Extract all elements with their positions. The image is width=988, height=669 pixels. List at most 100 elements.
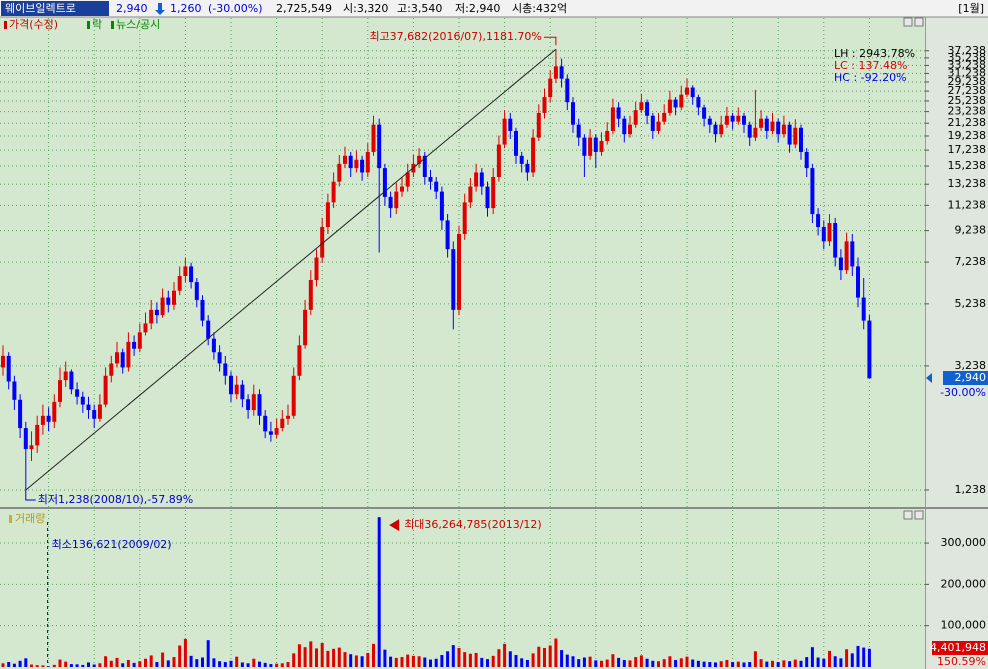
candle-body (724, 115, 729, 125)
candle-body (696, 97, 701, 108)
candle-body (508, 118, 513, 131)
volume-bar (212, 658, 216, 667)
candle-body (400, 186, 404, 192)
stock-name[interactable]: 웨이브일렉트로 (5, 1, 76, 15)
volume-bar (423, 657, 427, 667)
candle-body (246, 399, 251, 411)
candle-body (223, 363, 228, 376)
volume-bar (793, 659, 797, 667)
volume-bar (235, 656, 239, 667)
volume-bar (588, 656, 592, 667)
candle-body (35, 424, 40, 446)
volume-bar (218, 661, 222, 667)
period-button[interactable]: [1월] (958, 2, 984, 15)
legend-news[interactable]: 뉴스/공시 (116, 18, 160, 31)
volume-bar (1, 663, 5, 667)
panel-button[interactable] (903, 510, 913, 520)
current-price: 2,940 (116, 2, 148, 15)
min-volume-annotation: 최소136,621(2009/02) (52, 538, 172, 551)
header-bar (0, 0, 988, 17)
y-tick-label: 3,238 (955, 359, 987, 372)
volume-bar (229, 660, 233, 667)
candle-body (496, 144, 501, 177)
candle-body (417, 155, 422, 164)
volume-bar (531, 653, 535, 667)
volume-bar (759, 659, 763, 667)
y-tick-label: 29,238 (948, 75, 987, 88)
panel-button[interactable] (914, 510, 924, 520)
candle-body (405, 172, 410, 187)
volume-bar (571, 656, 575, 667)
volume-bar (377, 517, 381, 667)
candle-body (6, 355, 11, 382)
volume-bar (195, 659, 199, 667)
volume-bar (657, 661, 660, 667)
candle-body (377, 124, 382, 169)
volume-bar (343, 652, 347, 667)
candle-body (844, 241, 849, 271)
candle-body (662, 112, 667, 122)
volume-title[interactable]: 거래량 (15, 512, 45, 525)
candle-body (713, 124, 718, 135)
candle-body (742, 115, 746, 125)
volume-bar (121, 663, 125, 667)
volume-bar (605, 659, 609, 667)
candle-body (382, 168, 387, 197)
volume-bar (611, 654, 615, 667)
volume-bar (776, 662, 780, 667)
volume-bar (315, 648, 318, 667)
candle-body (217, 352, 222, 364)
volume-bar (411, 655, 415, 667)
y-tick-label: 100,000 (941, 619, 987, 632)
volume-bar (810, 647, 814, 667)
volume-bar (582, 657, 586, 667)
legend-ex-rights[interactable]: 락 (92, 18, 102, 31)
volume-bar (867, 648, 871, 667)
candle-body (702, 107, 707, 119)
volume-bar (674, 659, 678, 667)
candle-body (856, 266, 860, 298)
volume-bar (856, 645, 860, 667)
volume-bar (822, 658, 826, 667)
panel-button[interactable] (914, 17, 924, 27)
stock-name-box[interactable] (1, 1, 109, 16)
legend-price[interactable]: 가격(수정) (9, 18, 58, 31)
y-tick-label: 33,238 (948, 58, 987, 71)
volume-bar (354, 655, 358, 667)
candle-body (211, 338, 216, 353)
volume-bar (719, 661, 723, 667)
candle-body (599, 141, 604, 152)
volume-bar (64, 661, 68, 667)
volume-bar (742, 662, 746, 667)
candle-body (582, 137, 587, 156)
volume-bar (240, 662, 244, 667)
change-percent: (-30.00%) (208, 2, 263, 15)
candle-body (103, 375, 108, 405)
volume-bar (622, 659, 626, 667)
candle-body (753, 127, 758, 138)
panel-button[interactable] (903, 17, 913, 27)
last-price-box (943, 371, 988, 385)
volume-bar (24, 658, 28, 667)
last-volume-label: 4,401,948 (930, 641, 986, 654)
candle-body (605, 130, 610, 142)
candle-body (325, 202, 330, 228)
candle-body (542, 97, 547, 113)
volume-bar (47, 666, 51, 667)
volume-bar (389, 656, 393, 667)
volume-bar (600, 660, 603, 667)
low-pointer (25, 489, 36, 501)
candle-body (257, 394, 262, 416)
volume-bar (731, 662, 735, 667)
volume-bar (206, 640, 210, 667)
candle-body (588, 137, 593, 156)
candle-body (1, 355, 5, 368)
volume-bar (497, 649, 501, 667)
candle-body (536, 112, 541, 138)
volume-bar (839, 658, 843, 667)
candle-body (69, 371, 74, 390)
candle-body (149, 309, 154, 324)
y-tick-label: 27,238 (948, 84, 987, 97)
volume-bar (172, 657, 176, 667)
volume-bar (223, 662, 227, 667)
